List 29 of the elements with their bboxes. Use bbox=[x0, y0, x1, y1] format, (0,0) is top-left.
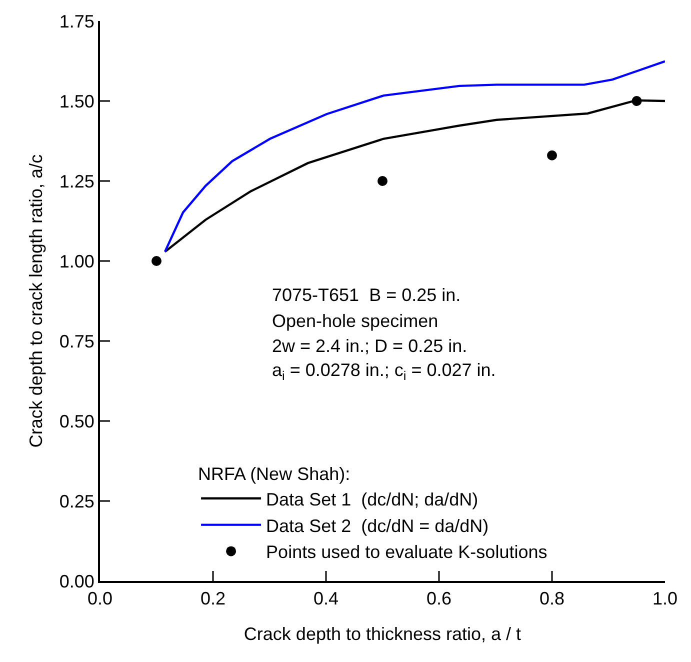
y-axis-title: Crack depth to crack length ratio, a/c bbox=[26, 154, 46, 448]
x-tick-label: 0.2 bbox=[200, 588, 226, 609]
line-series bbox=[164, 60, 665, 253]
x-axis-title: Crack depth to thickness ratio, a / t bbox=[244, 624, 522, 644]
annotation: Open-hole specimen bbox=[272, 311, 438, 331]
y-tick-label: 1.25 bbox=[59, 171, 94, 192]
y-tick-label: 0.50 bbox=[59, 411, 94, 432]
point bbox=[378, 176, 388, 186]
legend-title: NRFA (New Shah): bbox=[198, 464, 350, 484]
point bbox=[632, 96, 642, 106]
y-tick-label: 0.00 bbox=[59, 571, 94, 592]
y-tick-label: 1.50 bbox=[59, 91, 94, 112]
y-tick-label: 0.25 bbox=[59, 491, 94, 512]
y-tick-label: 1.00 bbox=[59, 251, 94, 272]
x-tick-label: 1.0 bbox=[652, 588, 678, 609]
legend-label: Points used to evaluate K-solutions bbox=[266, 542, 548, 562]
y-tick-label: 0.75 bbox=[59, 331, 94, 352]
x-tick-label: 0.8 bbox=[539, 588, 565, 609]
legend-label: Data Set 2 (dc/dN = da/dN) bbox=[266, 516, 489, 536]
x-tick-label: 0.6 bbox=[426, 588, 452, 609]
legend-label: Data Set 1 (dc/dN; da/dN) bbox=[266, 489, 478, 510]
annotation: 7075-T651 B = 0.25 in. bbox=[272, 285, 461, 305]
x-tick-label: 0.4 bbox=[313, 588, 339, 609]
y-tick-label: 1.75 bbox=[59, 11, 94, 32]
annotation: 2w = 2.4 in.; D = 0.25 in. bbox=[272, 336, 468, 356]
annotation: a$_{i}$ = 0.0278 in.; c$_{i}$ = 0.027 in. bbox=[272, 360, 496, 383]
point bbox=[152, 256, 162, 266]
point bbox=[547, 150, 557, 160]
x-tick-label: 0.0 bbox=[87, 588, 113, 609]
